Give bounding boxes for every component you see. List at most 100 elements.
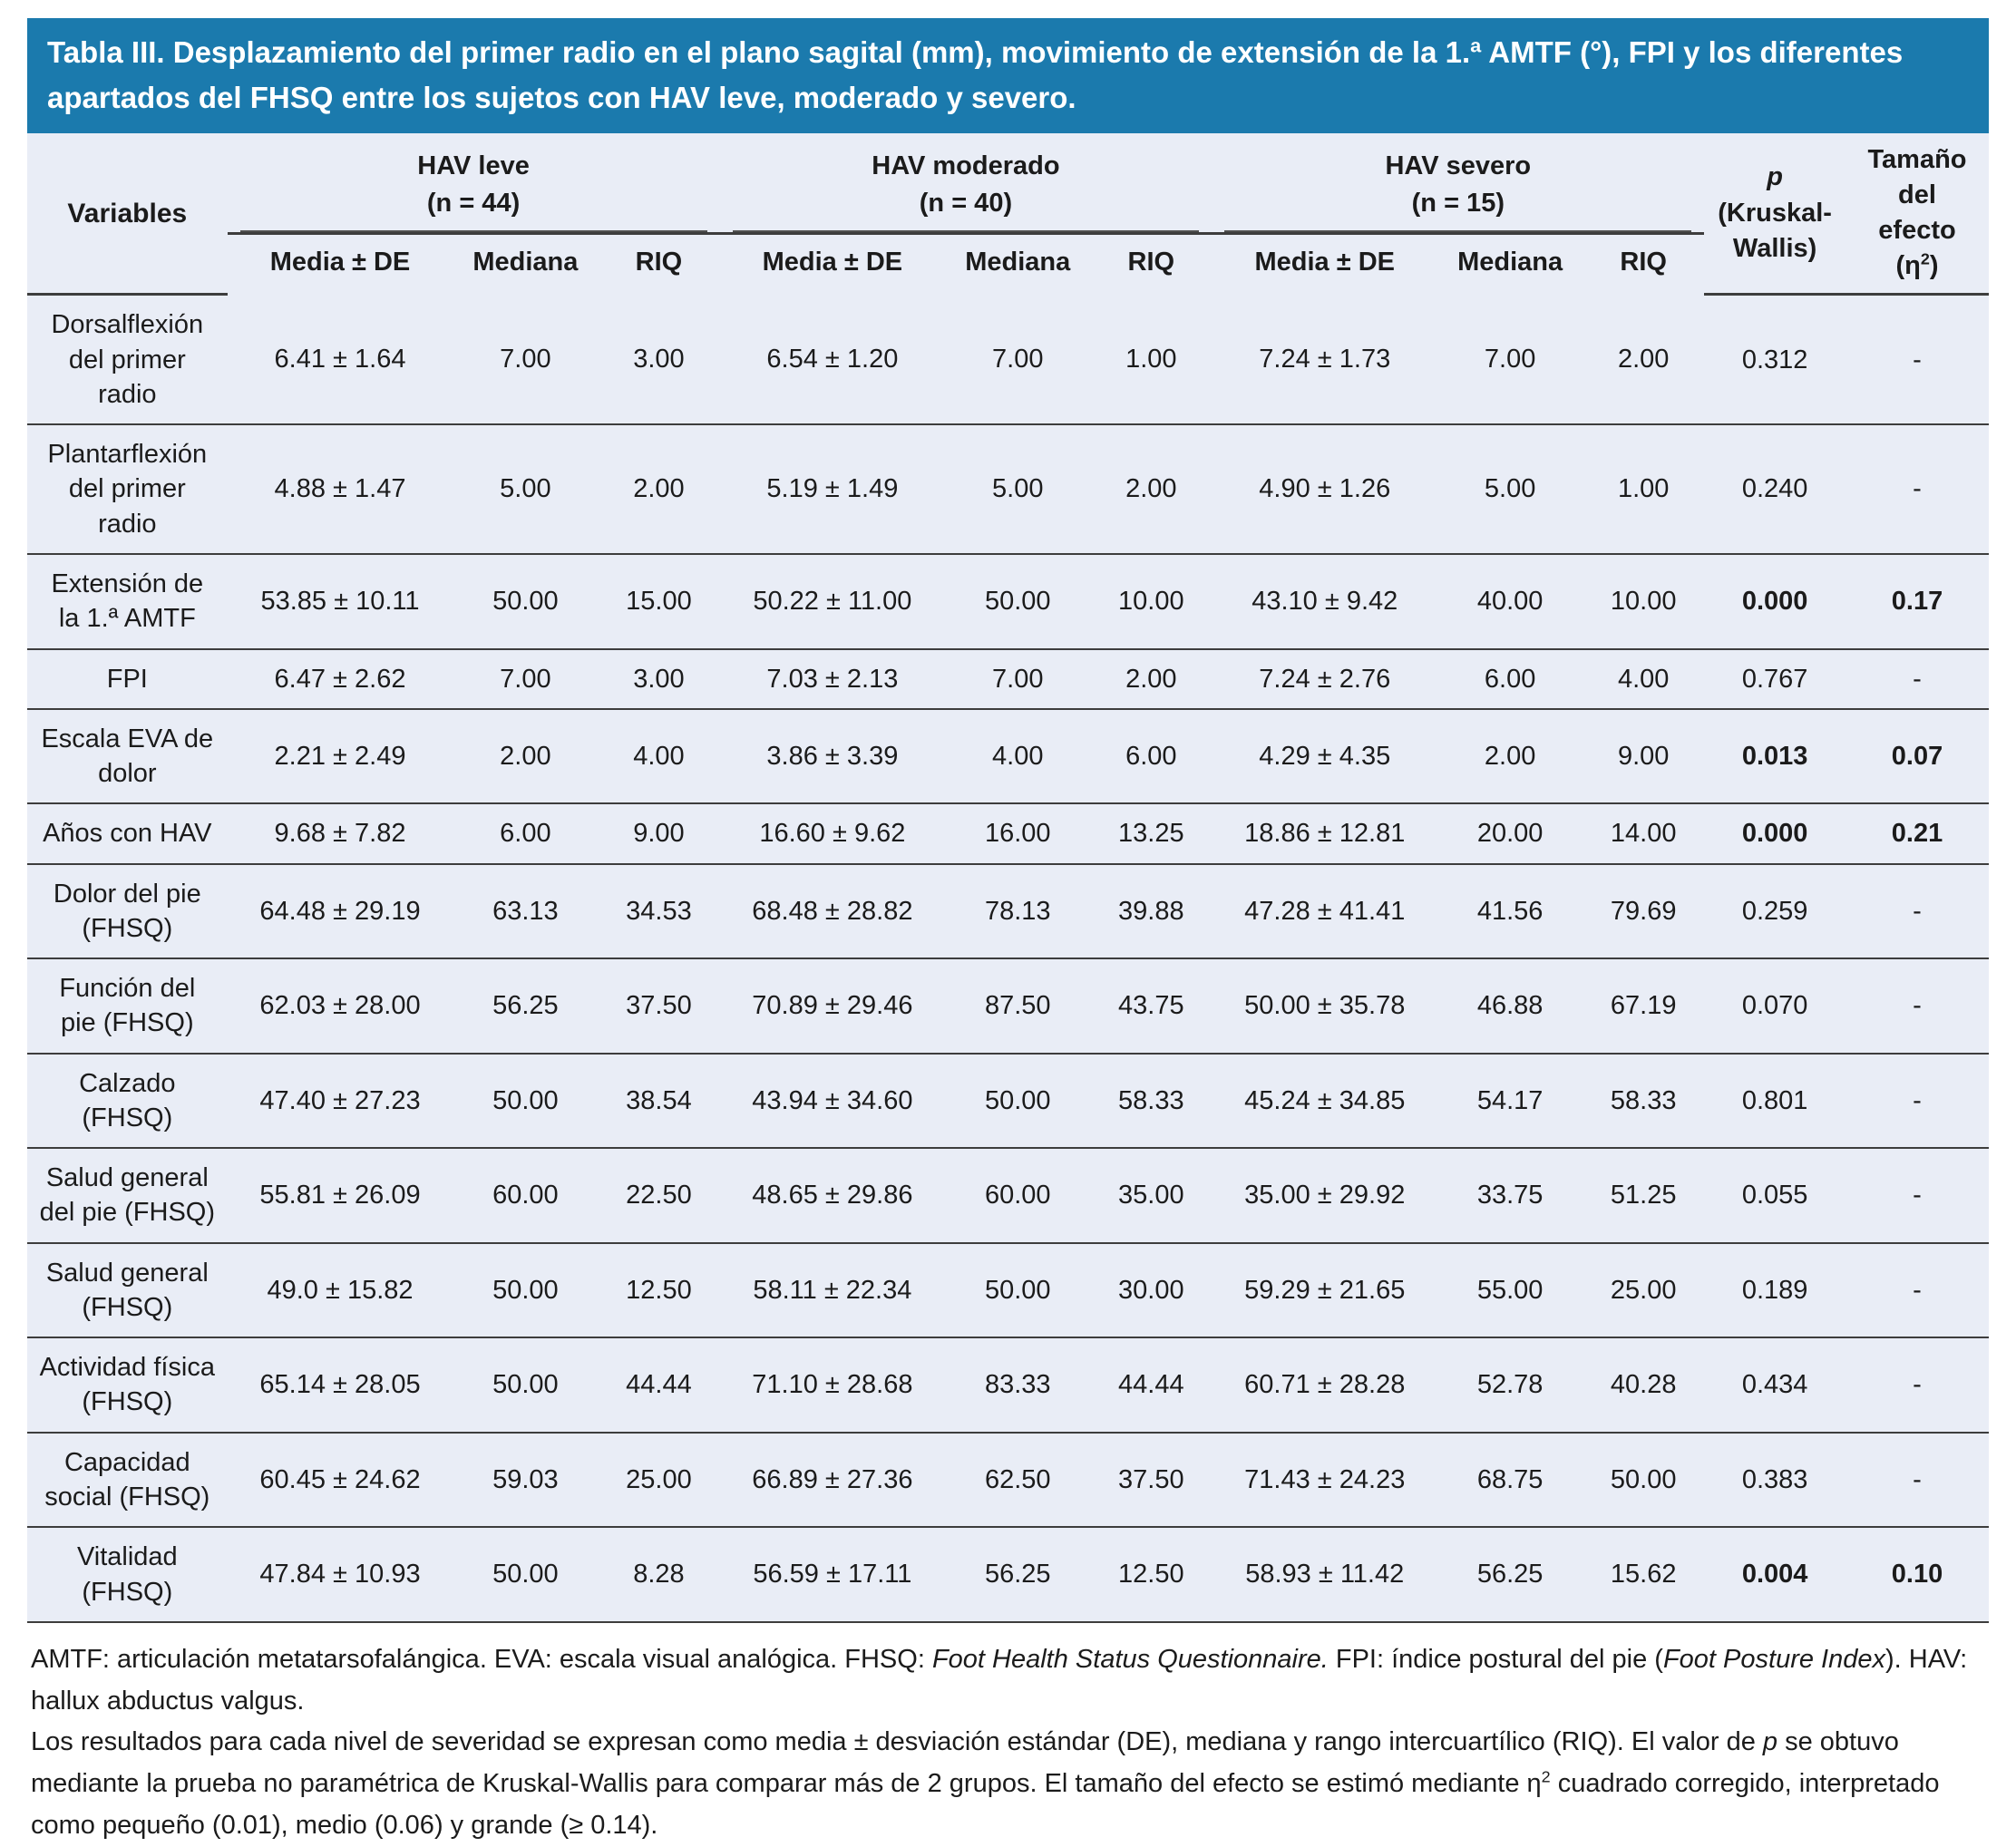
value-cell: 7.24 ± 2.76: [1212, 648, 1438, 710]
value-cell: 43.10 ± 9.42: [1212, 553, 1438, 650]
value-cell: 78.13: [945, 863, 1091, 960]
value-cell: 83.33: [945, 1337, 1091, 1434]
subheader-mediana: Mediana: [472, 248, 579, 277]
value-cell: 5.00: [453, 424, 599, 555]
group-n: (n = 44): [426, 188, 521, 218]
value-cell: 58.33: [1583, 1053, 1705, 1150]
value-cell: 9.00: [1583, 708, 1705, 805]
value-cell: 67.19: [1583, 958, 1705, 1055]
p-value-cell: 0.000: [1704, 803, 1846, 865]
p-value-cell: 0.312: [1704, 294, 1846, 426]
value-cell: 18.86 ± 12.81: [1212, 803, 1438, 865]
subheader-media-de: Media ± DE: [1254, 248, 1395, 277]
value-cell: 40.28: [1583, 1337, 1705, 1434]
value-cell: 50.00: [1583, 1432, 1705, 1529]
subheader-riq: RIQ: [635, 248, 683, 277]
table-row: Función del pie (FHSQ) 62.03 ± 28.00 56.25…: [27, 958, 1989, 1055]
value-cell: 1.00: [1583, 424, 1705, 555]
group-n: (n = 40): [919, 188, 1013, 218]
variable-label-cell: Calzado (FHSQ): [27, 1053, 228, 1150]
value-cell: 6.00: [1437, 648, 1583, 710]
p-value-cell: 0.383: [1704, 1432, 1846, 1529]
value-cell: 60.00: [453, 1148, 599, 1244]
value-cell: 10.00: [1090, 553, 1213, 650]
variable-label-cell: Función del pie (FHSQ): [27, 958, 228, 1055]
subheader-riq: RIQ: [1127, 248, 1175, 277]
value-cell: 70.89 ± 29.46: [719, 958, 946, 1055]
p-value-cell: 0.004: [1704, 1527, 1846, 1623]
value-cell: 7.24 ± 1.73: [1212, 294, 1438, 426]
value-cell: 55.81 ± 26.09: [227, 1148, 453, 1244]
p-value-cell: 0.013: [1704, 708, 1846, 805]
value-cell: 65.14 ± 28.05: [227, 1337, 453, 1434]
eta-squared-symbol: (η2): [1895, 249, 1939, 281]
group-label: HAV moderado: [872, 151, 1060, 180]
table-row: Actividad física (FHSQ) 65.14 ± 28.05 50.0…: [27, 1337, 1989, 1434]
value-cell: 6.47 ± 2.62: [227, 648, 453, 710]
value-cell: 2.00: [1437, 708, 1583, 805]
value-cell: 25.00: [598, 1432, 720, 1529]
value-cell: 35.00 ± 29.92: [1212, 1148, 1438, 1244]
value-cell: 56.25: [453, 958, 599, 1055]
effect-size-cell: 0.07: [1845, 708, 1989, 805]
effect-size-cell: 0.21: [1845, 803, 1989, 865]
value-cell: 49.0 ± 15.82: [227, 1242, 453, 1339]
value-cell: 66.89 ± 27.36: [719, 1432, 946, 1529]
value-cell: 16.60 ± 9.62: [719, 803, 946, 865]
value-cell: 25.00: [1583, 1242, 1705, 1339]
value-cell: 2.00: [1090, 648, 1213, 710]
value-cell: 38.54: [598, 1053, 720, 1150]
footnote-methods: Los resultados para cada nivel de severi…: [31, 1727, 1940, 1841]
value-cell: 50.00: [945, 1242, 1091, 1339]
value-cell: 2.00: [1090, 424, 1213, 555]
table-row: Salud general (FHSQ) 49.0 ± 15.82 50.00 12.…: [27, 1242, 1989, 1339]
value-cell: 60.45 ± 24.62: [227, 1432, 453, 1529]
value-cell: 3.86 ± 3.39: [719, 708, 946, 805]
value-cell: 14.00: [1583, 803, 1705, 865]
effect-size-cell: -: [1845, 1242, 1989, 1339]
value-cell: 43.94 ± 34.60: [719, 1053, 946, 1150]
value-cell: 37.50: [598, 958, 720, 1055]
p-value-cell: 0.434: [1704, 1337, 1846, 1434]
p-value-cell: 0.259: [1704, 863, 1846, 960]
effect-size-cell: -: [1845, 294, 1989, 426]
value-cell: 58.33: [1090, 1053, 1213, 1150]
value-cell: 56.25: [945, 1527, 1091, 1623]
effect-size-cell: -: [1845, 1053, 1989, 1150]
value-cell: 53.85 ± 10.11: [227, 553, 453, 650]
value-cell: 44.44: [598, 1337, 720, 1434]
table-row: Plantarflexión del primer radio 4.88 ± 1.…: [27, 424, 1989, 555]
table-row: Extensión de la 1.ª AMTF 53.85 ± 10.11 50.…: [27, 553, 1989, 650]
table-row: Dolor del pie (FHSQ) 64.48 ± 29.19 63.13 34…: [27, 863, 1989, 960]
value-cell: 55.00: [1437, 1242, 1583, 1339]
value-cell: 56.59 ± 17.11: [719, 1527, 946, 1623]
value-cell: 50.22 ± 11.00: [719, 553, 946, 650]
value-cell: 50.00: [453, 1527, 599, 1623]
value-cell: 12.50: [598, 1242, 720, 1339]
value-cell: 2.21 ± 2.49: [227, 708, 453, 805]
value-cell: 50.00: [453, 1242, 599, 1339]
value-cell: 4.00: [598, 708, 720, 805]
value-cell: 1.00: [1090, 294, 1213, 426]
value-cell: 41.56: [1437, 863, 1583, 960]
subheader-media-de: Media ± DE: [762, 248, 903, 277]
value-cell: 45.24 ± 34.85: [1212, 1053, 1438, 1150]
value-cell: 15.00: [598, 553, 720, 650]
value-cell: 20.00: [1437, 803, 1583, 865]
value-cell: 7.03 ± 2.13: [719, 648, 946, 710]
value-cell: 50.00 ± 35.78: [1212, 958, 1438, 1055]
group-n: (n = 15): [1411, 188, 1505, 218]
value-cell: 63.13: [453, 863, 599, 960]
effect-size-cell: -: [1845, 1148, 1989, 1244]
p-value-cell: 0.767: [1704, 648, 1846, 710]
value-cell: 46.88: [1437, 958, 1583, 1055]
table-row: Calzado (FHSQ) 47.40 ± 27.23 50.00 38.54 43.…: [27, 1053, 1989, 1150]
value-cell: 5.00: [1437, 424, 1583, 555]
value-cell: 3.00: [598, 648, 720, 710]
value-cell: 35.00: [1090, 1148, 1213, 1244]
value-cell: 6.54 ± 1.20: [719, 294, 946, 426]
effect-size-cell: 0.17: [1845, 553, 1989, 650]
value-cell: 4.90 ± 1.26: [1212, 424, 1438, 555]
value-cell: 4.88 ± 1.47: [227, 424, 453, 555]
value-cell: 5.00: [945, 424, 1091, 555]
